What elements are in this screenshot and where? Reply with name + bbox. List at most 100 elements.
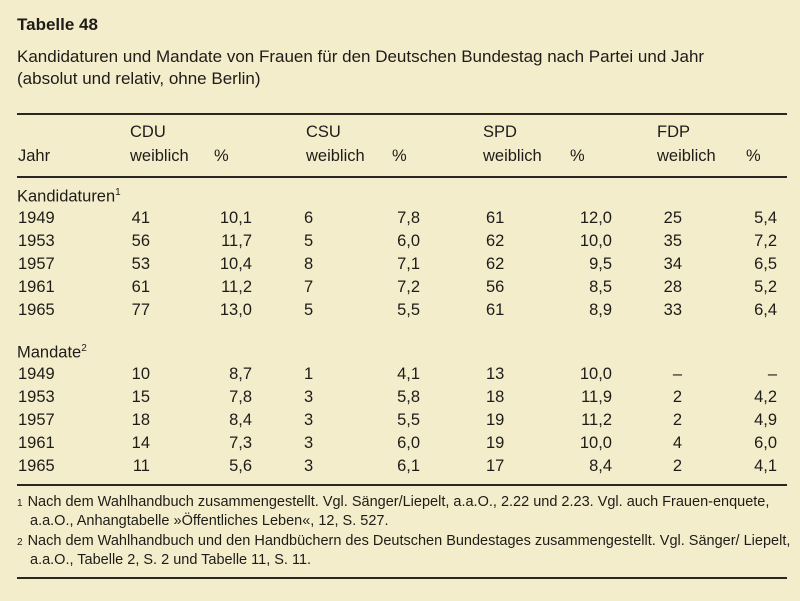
cell-spd-female: 13 bbox=[486, 365, 505, 383]
cell-spd-percent: 11,2 bbox=[581, 411, 612, 429]
table-subtitle-note: (absolut und relativ, ohne Berlin) bbox=[17, 69, 261, 88]
section-label-text: Kandidaturen bbox=[17, 187, 116, 206]
cell-csu-percent: 6,1 bbox=[397, 457, 420, 475]
top-rule bbox=[17, 113, 787, 115]
cell-spd-percent: 10,0 bbox=[579, 434, 612, 452]
header-female: weiblich bbox=[130, 147, 189, 165]
cell-year: 1957 bbox=[18, 411, 55, 429]
cell-year: 1953 bbox=[18, 232, 55, 250]
footnote-mark: 2 bbox=[81, 343, 87, 354]
cell-cdu-percent: 8,4 bbox=[229, 411, 252, 429]
table-row: 1965 77 13,0 5 5,5 61 8,9 33 6,4 bbox=[0, 301, 800, 323]
cell-cdu-percent: 10,1 bbox=[219, 209, 252, 227]
cell-fdp-female: 4 bbox=[672, 434, 682, 452]
cell-cdu-percent: 7,8 bbox=[229, 388, 252, 406]
cell-spd-percent: 8,4 bbox=[589, 457, 612, 475]
table-row: 1953 56 11,7 5 6,0 62 10,0 35 7,2 bbox=[0, 232, 800, 254]
cell-fdp-percent: 4,1 bbox=[754, 457, 777, 475]
cell-csu-female: 3 bbox=[304, 434, 314, 452]
header-percent: % bbox=[746, 147, 761, 165]
header-percent: % bbox=[214, 147, 229, 165]
cell-spd-female: 19 bbox=[486, 411, 505, 429]
table-row: 1949 41 10,1 6 7,8 61 12,0 25 5,4 bbox=[0, 209, 800, 231]
table-row: 1965 11 5,6 3 6,1 17 8,4 2 4,1 bbox=[0, 457, 800, 479]
cell-csu-female: 5 bbox=[304, 301, 314, 319]
footnote-text: Nach dem Wahlhandbuch und den Handbücher… bbox=[27, 533, 791, 568]
cell-cdu-percent: 11,7 bbox=[221, 232, 252, 250]
table-subtitle: Kandidaturen und Mandate von Frauen für … bbox=[17, 47, 705, 66]
cell-cdu-percent: 10,4 bbox=[219, 255, 252, 273]
cell-csu-percent: 4,1 bbox=[397, 365, 420, 383]
header-female: weiblich bbox=[306, 147, 365, 165]
cell-fdp-female: 2 bbox=[672, 457, 682, 475]
section-label-text: Mandate bbox=[17, 343, 82, 362]
cell-fdp-female: 28 bbox=[663, 278, 682, 296]
cell-fdp-female: – bbox=[672, 365, 682, 383]
cell-spd-female: 62 bbox=[486, 232, 505, 250]
cell-fdp-percent: 6,0 bbox=[754, 434, 777, 452]
table-row: 1949 10 8,7 1 4,1 13 10,0 – – bbox=[0, 365, 800, 387]
header-rule bbox=[17, 176, 787, 178]
table-row: 1957 18 8,4 3 5,5 19 11,2 2 4,9 bbox=[0, 411, 800, 433]
cell-spd-percent: 8,5 bbox=[589, 278, 612, 296]
cell-spd-percent: 10,0 bbox=[579, 232, 612, 250]
cell-year: 1949 bbox=[18, 209, 55, 227]
cell-cdu-female: 11 bbox=[132, 457, 150, 475]
cell-csu-female: 3 bbox=[304, 411, 314, 429]
cell-cdu-percent: 11,2 bbox=[221, 278, 252, 296]
cell-fdp-percent: – bbox=[767, 365, 777, 383]
cell-spd-female: 62 bbox=[486, 255, 505, 273]
cell-fdp-percent: 7,2 bbox=[754, 232, 777, 250]
cell-cdu-female: 14 bbox=[131, 434, 150, 452]
footnote-mark: 2 bbox=[17, 537, 23, 548]
cell-cdu-percent: 13,0 bbox=[219, 301, 252, 319]
header-year: Jahr bbox=[18, 147, 51, 165]
table-row: 1961 14 7,3 3 6,0 19 10,0 4 6,0 bbox=[0, 434, 800, 456]
cell-fdp-percent: 5,4 bbox=[754, 209, 777, 227]
cell-spd-female: 56 bbox=[486, 278, 505, 296]
footnote-mark: 1 bbox=[115, 187, 121, 198]
cell-spd-female: 18 bbox=[486, 388, 505, 406]
header-party-csu: CSU bbox=[306, 123, 341, 141]
section-label: Kandidaturen1 bbox=[17, 187, 121, 207]
table-row: 1957 53 10,4 8 7,1 62 9,5 34 6,5 bbox=[0, 255, 800, 277]
cell-fdp-female: 25 bbox=[663, 209, 682, 227]
footnote-1: 1 Nach dem Wahlhandbuch zusammengestellt.… bbox=[17, 493, 792, 531]
cell-year: 1965 bbox=[18, 457, 55, 475]
cell-csu-female: 3 bbox=[304, 388, 314, 406]
cell-csu-female: 6 bbox=[304, 209, 314, 227]
footnote-text: Nach dem Wahlhandbuch zusammengestellt. … bbox=[27, 494, 770, 529]
cell-spd-percent: 8,9 bbox=[589, 301, 612, 319]
cell-cdu-percent: 8,7 bbox=[229, 365, 252, 383]
cell-cdu-female: 56 bbox=[131, 232, 150, 250]
cell-cdu-percent: 7,3 bbox=[229, 434, 252, 452]
cell-spd-female: 61 bbox=[486, 209, 505, 227]
header-percent: % bbox=[392, 147, 407, 165]
header-female: weiblich bbox=[483, 147, 542, 165]
cell-year: 1953 bbox=[18, 388, 55, 406]
table-row: 1961 61 11,2 7 7,2 56 8,5 28 5,2 bbox=[0, 278, 800, 300]
cell-fdp-percent: 6,5 bbox=[754, 255, 777, 273]
cell-csu-percent: 7,1 bbox=[397, 255, 420, 273]
cell-csu-percent: 6,0 bbox=[397, 232, 420, 250]
footnote-mark: 1 bbox=[17, 498, 23, 509]
cell-csu-female: 5 bbox=[304, 232, 314, 250]
cell-spd-percent: 12,0 bbox=[579, 209, 612, 227]
cell-fdp-female: 34 bbox=[663, 255, 682, 273]
table-bottom-rule bbox=[17, 484, 787, 486]
cell-cdu-female: 53 bbox=[131, 255, 150, 273]
cell-csu-percent: 7,2 bbox=[397, 278, 420, 296]
cell-csu-female: 1 bbox=[304, 365, 314, 383]
cell-csu-percent: 5,8 bbox=[397, 388, 420, 406]
cell-cdu-female: 61 bbox=[131, 278, 150, 296]
cell-csu-female: 8 bbox=[304, 255, 314, 273]
cell-csu-percent: 5,5 bbox=[397, 301, 420, 319]
cell-year: 1949 bbox=[18, 365, 55, 383]
cell-spd-percent: 11,9 bbox=[581, 388, 612, 406]
cell-fdp-female: 33 bbox=[663, 301, 682, 319]
cell-fdp-percent: 4,2 bbox=[754, 388, 777, 406]
cell-year: 1961 bbox=[18, 434, 55, 452]
cell-fdp-percent: 6,4 bbox=[754, 301, 777, 319]
cell-spd-female: 61 bbox=[486, 301, 505, 319]
section-label: Mandate2 bbox=[17, 343, 87, 363]
